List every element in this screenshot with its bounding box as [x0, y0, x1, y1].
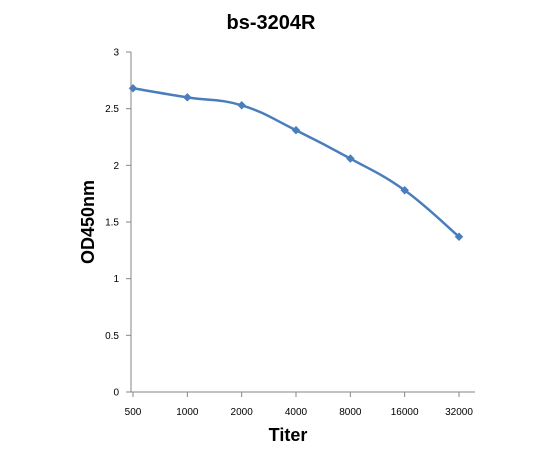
- x-tick-group: 500 1000 2000 4000 8000 16000 32000: [125, 392, 473, 418]
- data-point-marker: [237, 100, 247, 110]
- chart-title: bs-3204R: [227, 12, 316, 34]
- x-tick-label: 8000: [339, 407, 362, 418]
- series-group: [128, 83, 464, 242]
- data-point-marker: [345, 154, 355, 163]
- x-tick-label: 32000: [445, 407, 473, 418]
- x-axis-title: Titer: [269, 425, 308, 445]
- y-tick-label: 2.5: [105, 104, 119, 115]
- x-tick-label: 2000: [231, 407, 254, 418]
- x-tick-label: 1000: [176, 407, 199, 418]
- x-tick-label: 16000: [391, 407, 419, 418]
- y-axis-title: OD450nm: [78, 180, 98, 264]
- y-tick-group: 0 0.5 1 1.5 2 2.5 3: [105, 48, 131, 399]
- x-tick-label: 4000: [285, 407, 308, 418]
- y-tick-label: 3: [113, 48, 119, 59]
- data-point-marker: [128, 83, 138, 93]
- x-tick-label: 500: [125, 407, 142, 418]
- data-point-marker: [291, 125, 301, 135]
- data-point-marker: [454, 232, 464, 242]
- y-tick-label: 1: [113, 274, 119, 285]
- y-tick-label: 1.5: [105, 218, 119, 229]
- data-point-marker: [400, 185, 410, 195]
- y-tick-label: 0: [113, 388, 119, 399]
- series-line: [131, 87, 461, 238]
- data-point-marker: [182, 92, 192, 102]
- y-tick-label: 2: [113, 161, 119, 172]
- y-tick-label: 0.5: [105, 331, 119, 342]
